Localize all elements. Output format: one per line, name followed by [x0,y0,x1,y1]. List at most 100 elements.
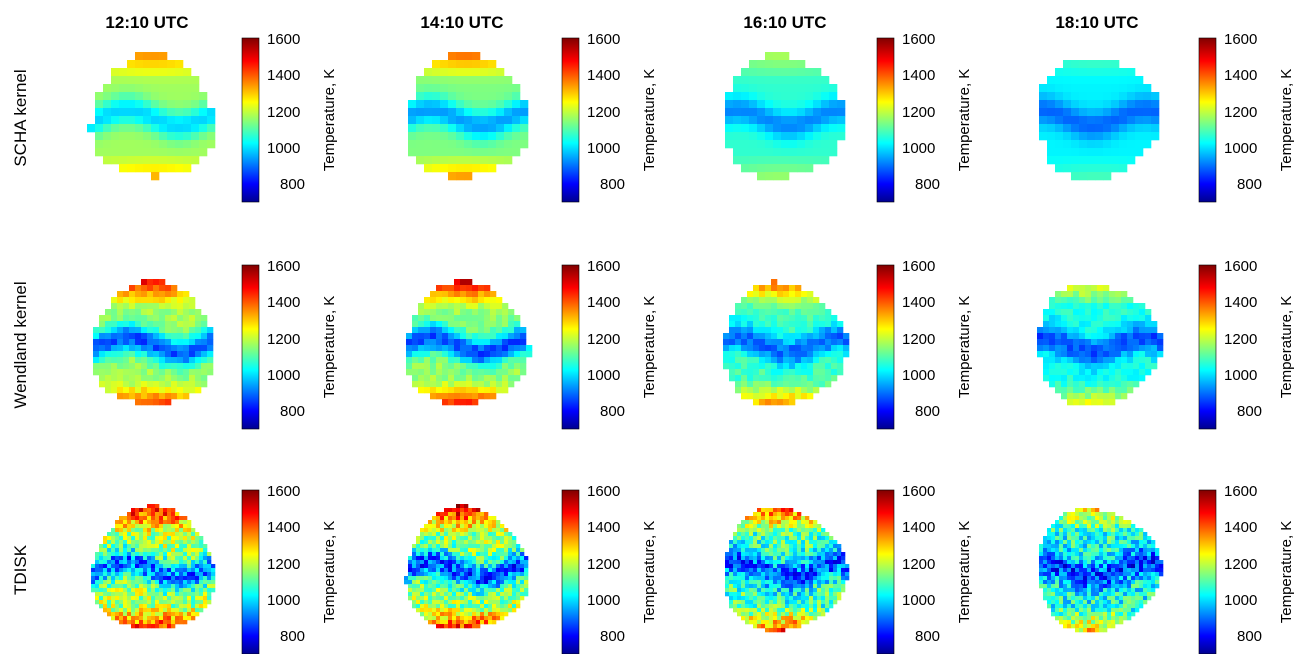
heatmap-disk [408,52,529,181]
heatmap-cell [1115,560,1120,565]
heatmap-cell [1109,381,1116,388]
heatmap-cell [143,512,148,517]
heatmap-cell [436,291,443,298]
heatmap-cell [753,303,760,310]
heatmap-cell [424,108,433,117]
heatmap-cell [195,540,200,545]
heatmap-cell [466,321,473,328]
heatmap-cell [171,375,178,382]
heatmap-cell [189,321,196,328]
heatmap-cell [464,164,473,173]
heatmap-cell [1079,568,1084,573]
heatmap-cell [1119,84,1128,93]
heatmap-cell [189,363,196,370]
heatmap-cell [737,540,742,545]
heatmap-cell [430,291,437,298]
heatmap-cell [448,612,453,617]
heatmap-cell [757,536,762,541]
heatmap-cell [476,512,481,517]
heatmap-cell [167,604,172,609]
heatmap-cell [765,345,772,352]
heatmap-cell [753,315,760,322]
heatmap-cell [466,357,473,364]
heatmap-cell [424,592,429,597]
heatmap-cell [165,321,172,328]
colorbar-tick: 800 [1237,628,1262,645]
heatmap-cell [436,556,441,561]
heatmap-cell [466,303,473,310]
heatmap-cell [761,548,766,553]
heatmap-cell [1103,309,1110,316]
heatmap-cell [141,321,148,328]
heatmap-cell [512,548,517,553]
heatmap-cell [789,532,794,537]
heatmap-cell [741,132,750,141]
heatmap-cell [1079,164,1088,173]
heatmap-cell [456,596,461,601]
heatmap-cell [448,624,453,629]
heatmap-cell [460,345,467,352]
heatmap-cell [436,552,441,557]
heatmap-cell [1135,552,1140,557]
heatmap-cell [1043,588,1048,593]
heatmap-cell [801,616,806,621]
heatmap-cell [821,572,826,577]
heatmap-cell [1043,556,1048,561]
heatmap-cell [476,600,481,605]
heatmap-cell [119,516,124,521]
heatmap-cell [821,584,826,589]
heatmap-cell [448,369,455,376]
heatmap-cell [1087,596,1092,601]
heatmap-cell [155,580,160,585]
heatmap-cell [147,369,154,376]
heatmap-cell [468,612,473,617]
heatmap-cell [155,540,160,545]
heatmap-cell [418,321,425,328]
colorbar: 1600 1400 1200 1000 800 Temperature, K [241,31,338,203]
heatmap-cell [516,604,521,609]
heatmap-cell [1073,339,1080,346]
heatmap-cell [1133,339,1140,346]
heatmap-cell [757,540,762,545]
heatmap-cell [167,100,176,109]
heatmap-cell [1103,68,1112,77]
heatmap-cell [783,369,790,376]
heatmap-cell [1083,540,1088,545]
heatmap-cell [496,363,503,370]
heatmap-cell [805,84,814,93]
heatmap-cell [472,327,479,334]
heatmap-cell [821,576,826,581]
heatmap-cell [408,592,413,597]
heatmap-cell [456,148,465,157]
heatmap-cell [111,321,118,328]
heatmap-cell [159,524,164,529]
heatmap-cell [111,357,118,364]
heatmap-cell [117,345,124,352]
heatmap-cell [496,381,503,388]
heatmap-cell [432,552,437,557]
heatmap-cell [416,580,421,585]
heatmap-cell [1091,544,1096,549]
heatmap-cell [1091,327,1098,334]
heatmap-cell [430,309,437,316]
heatmap-cell [454,369,461,376]
heatmap-cell [504,140,513,149]
heatmap-cell [464,524,469,529]
heatmap-cell [753,381,760,388]
heatmap-cell [1115,588,1120,593]
heatmap-cell [1103,552,1108,557]
heatmap-cell [171,556,176,561]
heatmap-cell [480,164,489,173]
heatmap-cell [526,345,533,352]
heatmap-cell [484,516,489,521]
heatmap-cell [1095,528,1100,533]
heatmap-cell [432,576,437,581]
heatmap-cell [741,572,746,577]
heatmap-cell [476,552,481,557]
heatmap-cell [753,584,758,589]
heatmap-cell [829,584,834,589]
heatmap-cell [825,548,830,553]
heatmap-cell [464,560,469,565]
heatmap-cell [456,68,465,77]
heatmap-cell [1085,381,1092,388]
